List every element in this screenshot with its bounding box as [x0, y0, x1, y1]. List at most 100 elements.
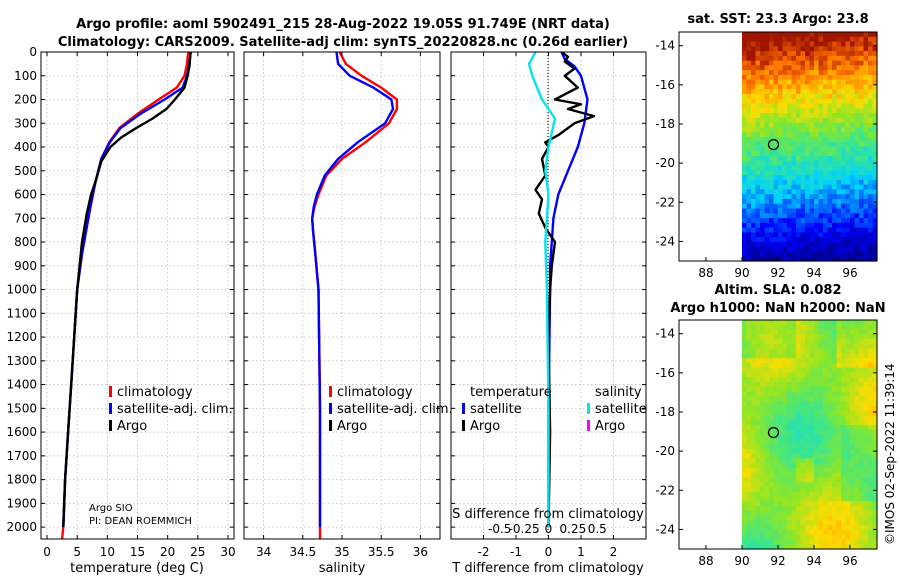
- map-cell: [796, 453, 802, 459]
- map-cell: [769, 108, 775, 114]
- map-cell: [845, 477, 851, 483]
- map-cell: [800, 156, 806, 162]
- map-cell: [742, 496, 748, 502]
- map-cell: [868, 65, 874, 71]
- map-cell: [764, 203, 770, 210]
- map-cell: [845, 348, 851, 354]
- map-cell: [832, 424, 838, 431]
- map-cell: [791, 463, 797, 469]
- map-cell: [868, 362, 874, 369]
- map-cell: [764, 79, 770, 86]
- map-cell: [868, 141, 874, 148]
- map-cell: [823, 132, 829, 138]
- map-cell: [832, 372, 838, 378]
- map-cell: [832, 132, 838, 138]
- map-cell: [800, 453, 806, 459]
- map-cell: [782, 339, 788, 345]
- map-cell: [751, 117, 757, 124]
- map-cell: [796, 382, 802, 388]
- map-cell: [742, 208, 748, 214]
- map-cell: [814, 84, 820, 90]
- map-cell: [746, 70, 752, 76]
- map-cell: [805, 377, 811, 383]
- map-cell: [751, 170, 757, 176]
- map-cell: [859, 108, 865, 114]
- map-cell: [850, 246, 856, 253]
- map-cell: [755, 113, 761, 119]
- map-cell: [791, 36, 797, 43]
- map-cell: [809, 60, 815, 66]
- map-cell: [769, 232, 775, 238]
- map-cell: [823, 146, 829, 152]
- map-cell: [805, 227, 811, 233]
- y-tick-label: 1200: [6, 330, 37, 344]
- map-cell: [800, 405, 806, 412]
- map-cell: [854, 362, 860, 369]
- map-cell: [755, 60, 761, 66]
- map-cell: [836, 127, 842, 133]
- map-cell: [854, 156, 860, 162]
- map-cell: [778, 194, 784, 200]
- map-cell: [836, 156, 842, 162]
- map-cell: [832, 79, 838, 86]
- map-cell: [832, 358, 838, 364]
- map-cell: [778, 420, 784, 426]
- map-cell: [823, 151, 829, 157]
- map-cell: [859, 94, 865, 100]
- map-cell: [805, 141, 811, 148]
- map-cell: [800, 401, 806, 407]
- map-cell: [787, 237, 793, 243]
- map-cell: [863, 377, 869, 383]
- map-cell: [760, 127, 766, 133]
- map-cell: [854, 132, 860, 138]
- map-cell: [841, 429, 847, 436]
- map-cell: [791, 160, 797, 167]
- map-cell: [769, 79, 775, 86]
- map-cell: [845, 501, 851, 507]
- map-cell: [751, 132, 757, 138]
- map-cell: [760, 544, 766, 550]
- map-cell: [814, 136, 820, 143]
- map-cell: [755, 208, 761, 214]
- map-cell: [773, 515, 779, 521]
- map-cell: [751, 343, 757, 350]
- map-cell: [827, 222, 833, 229]
- map-cell: [841, 117, 847, 124]
- map-cell: [769, 184, 775, 191]
- map-cell: [859, 98, 865, 105]
- map-cell: [782, 348, 788, 354]
- map-cell: [818, 401, 824, 407]
- map-cell: [823, 208, 829, 214]
- map-cell: [859, 491, 865, 498]
- map-cell: [854, 222, 860, 229]
- map-cell: [872, 415, 878, 421]
- map-cell: [746, 256, 752, 262]
- map-cell: [805, 122, 811, 129]
- map-cell: [827, 377, 833, 383]
- map-cell: [814, 463, 820, 469]
- map-cell: [818, 329, 824, 335]
- map-cell: [742, 539, 748, 545]
- map-cell: [746, 439, 752, 445]
- map-cell: [836, 70, 842, 76]
- map-cell: [773, 203, 779, 210]
- map-cell: [823, 444, 829, 450]
- map-cell: [764, 320, 770, 326]
- map-cell: [787, 84, 793, 90]
- map-cell: [746, 372, 752, 378]
- map-cell: [809, 534, 815, 541]
- map-cell: [841, 141, 847, 148]
- map-cell: [796, 179, 802, 186]
- map-cell: [814, 103, 820, 109]
- map-cell: [769, 348, 775, 354]
- map-cell: [868, 74, 874, 81]
- map-cell: [818, 108, 824, 114]
- figure-title-line1: Argo profile: aoml 5902491_215 28-Aug-20…: [76, 17, 610, 32]
- map-cell: [841, 32, 847, 38]
- map-cell: [809, 529, 815, 536]
- map-cell: [742, 113, 748, 119]
- map-cell: [805, 218, 811, 224]
- map-cell: [814, 453, 820, 459]
- map-cell: [809, 343, 815, 350]
- map-cell: [850, 339, 856, 345]
